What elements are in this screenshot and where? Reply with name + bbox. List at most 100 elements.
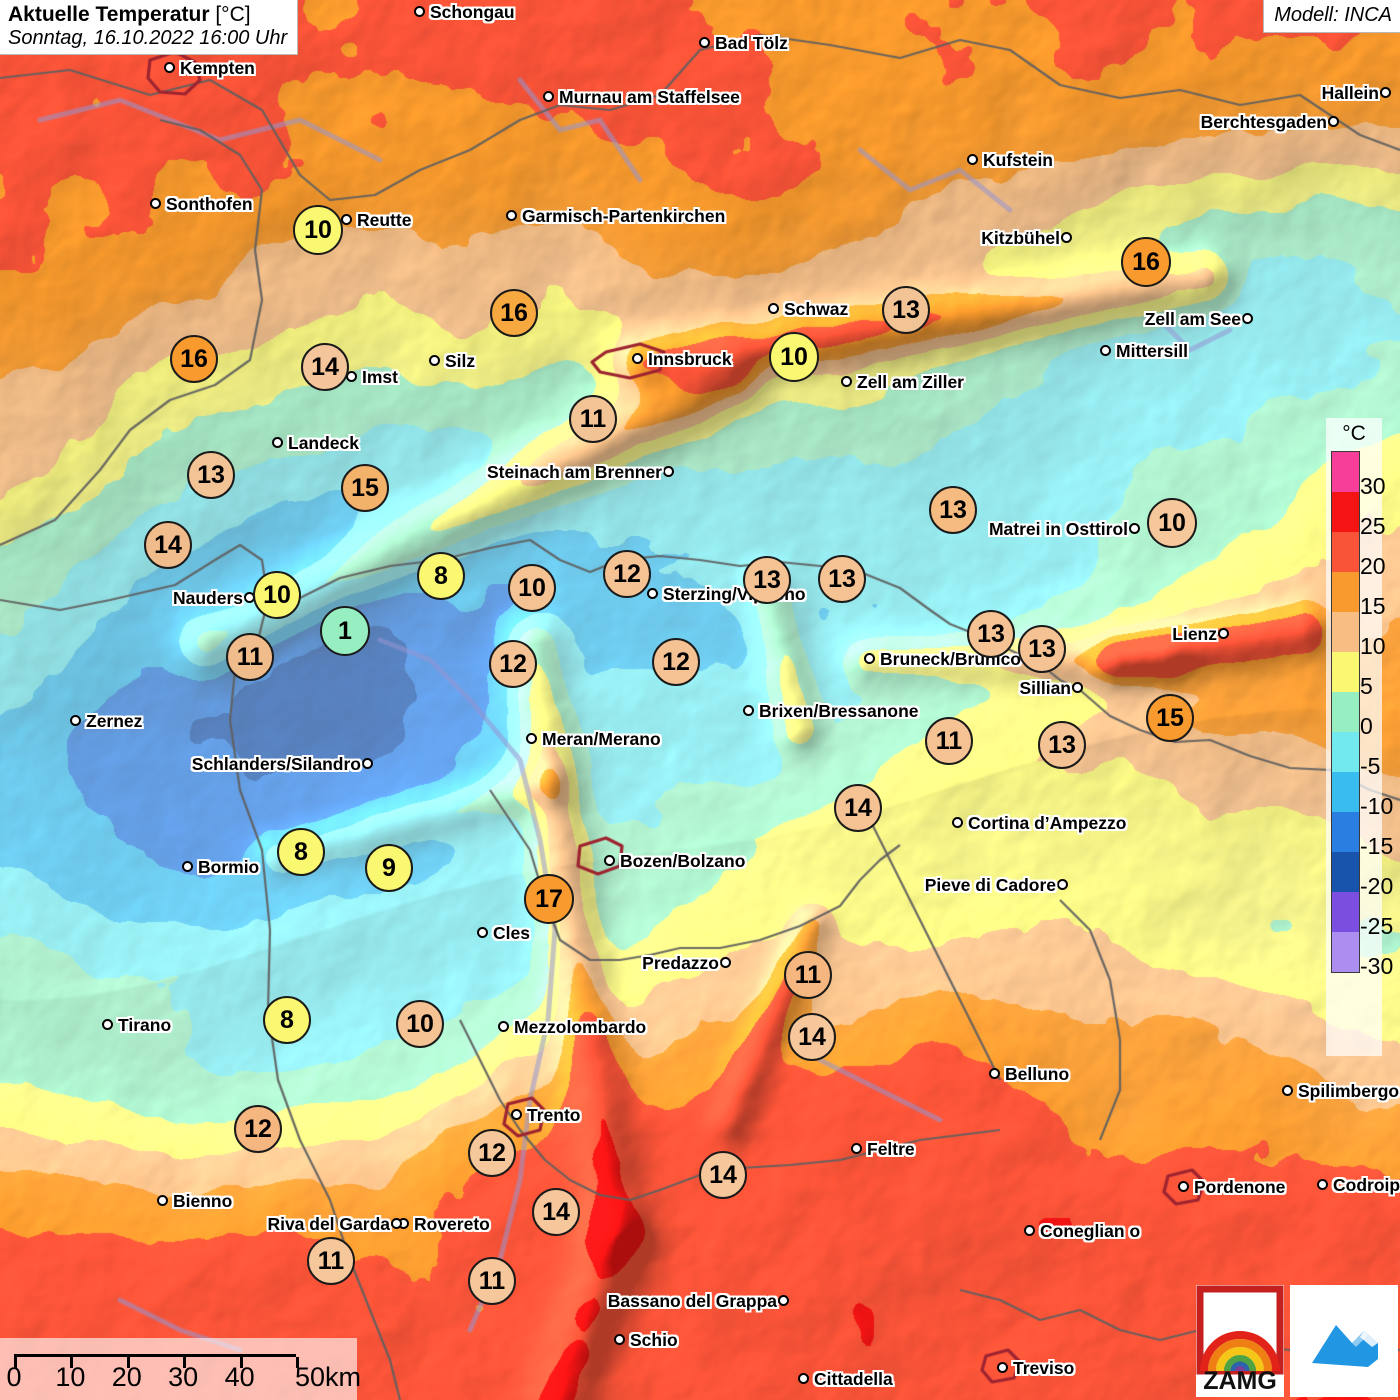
temperature-station-marker[interactable]: 8 (263, 996, 311, 1044)
temperature-station-marker[interactable]: 13 (967, 610, 1015, 658)
temperature-station-marker[interactable]: 13 (818, 555, 866, 603)
city-label: Rovereto (414, 1214, 490, 1234)
scale-bar-tick (296, 1357, 299, 1368)
city-label: Berchtesgaden (1200, 112, 1327, 132)
city-dot-icon (1218, 628, 1229, 639)
legend-band--30 (1332, 932, 1359, 972)
temperature-station-marker[interactable]: 11 (226, 633, 274, 681)
city-label: Silz (445, 351, 476, 371)
legend-colorbar (1331, 451, 1360, 973)
legend-band-0 (1332, 692, 1359, 732)
city-label: Reutte (357, 210, 412, 230)
temperature-station-marker[interactable]: 11 (784, 951, 832, 999)
temperature-station-marker[interactable]: 12 (234, 1105, 282, 1153)
temperature-station-marker[interactable]: 14 (301, 343, 349, 391)
zamg-wordmark: ZAMG (1203, 1367, 1277, 1395)
city-label: Riva del Garda (267, 1214, 390, 1234)
city-label: Predazzo (642, 953, 719, 973)
city-dot-icon (1328, 116, 1339, 127)
city-label: Landeck (288, 433, 359, 453)
temperature-station-marker[interactable]: 12 (603, 550, 651, 598)
temperature-station-marker[interactable]: 13 (1038, 721, 1086, 769)
temperature-station-marker[interactable]: 12 (489, 640, 537, 688)
temperature-station-marker[interactable]: 10 (293, 205, 343, 255)
temperature-station-marker[interactable]: 17 (524, 874, 574, 924)
temperature-station-marker[interactable]: 15 (341, 464, 389, 512)
temperature-station-marker[interactable]: 14 (834, 784, 882, 832)
city-label: Tirano (118, 1015, 172, 1035)
city-dot-icon (778, 1295, 789, 1306)
temperature-station-marker[interactable]: 10 (253, 571, 301, 619)
temperature-station-marker[interactable]: 11 (925, 717, 973, 765)
temperature-station-marker[interactable]: 15 (1146, 694, 1194, 742)
legend-tick-label: -10 (1360, 793, 1394, 819)
city-label: Mezzolombardo (514, 1017, 647, 1037)
temperature-station-marker[interactable]: 13 (929, 486, 977, 534)
temperature-station-marker[interactable]: 14 (788, 1013, 836, 1061)
city-dot-icon (699, 37, 710, 48)
scale-bar-tick (14, 1357, 17, 1368)
temperature-station-marker[interactable]: 13 (187, 451, 235, 499)
temperature-station-marker[interactable]: 11 (468, 1257, 516, 1305)
temperature-station-marker[interactable]: 13 (743, 556, 791, 604)
city-label: Zell am See (1144, 309, 1241, 329)
city-dot-icon (1072, 682, 1083, 693)
temperature-station-marker[interactable]: 8 (417, 552, 465, 600)
temperature-station-marker[interactable]: 16 (490, 289, 538, 337)
city-dot-icon (864, 653, 875, 664)
city-label: Steinach am Brenner (486, 462, 662, 482)
city-dot-icon (1129, 523, 1140, 534)
city-dot-icon (647, 588, 658, 599)
temperature-station-marker[interactable]: 16 (170, 335, 218, 383)
legend-tick-label: 15 (1360, 593, 1386, 619)
temperature-station-marker[interactable]: 10 (1147, 498, 1197, 548)
temperature-station-marker[interactable]: 12 (652, 638, 700, 686)
temperature-station-marker[interactable]: 9 (365, 844, 413, 892)
temperature-station-marker[interactable]: 12 (468, 1129, 516, 1177)
temperature-station-marker[interactable]: 13 (1018, 625, 1066, 673)
temperature-station-marker[interactable]: 10 (396, 1000, 444, 1048)
legend-tick-label: -5 (1360, 753, 1381, 779)
temperature-station-marker[interactable]: 1 (320, 606, 370, 656)
city-label: Meran/Merano (542, 729, 661, 749)
city-label: Sillian (1019, 678, 1071, 698)
legend-tick-label: -30 (1360, 953, 1394, 979)
city-dot-icon (1282, 1085, 1293, 1096)
city-dot-icon (341, 214, 352, 225)
temperature-station-marker[interactable]: 10 (508, 564, 556, 612)
zamg-logo: ZAMG (1196, 1285, 1284, 1397)
temperature-station-marker[interactable]: 11 (307, 1237, 355, 1285)
city-label: Bad Tölz (715, 33, 788, 53)
city-label: Treviso (1013, 1358, 1075, 1378)
city-label: Pieve di Cadore (924, 875, 1056, 895)
scale-bar-tick (239, 1357, 243, 1368)
temperature-station-marker[interactable]: 14 (532, 1188, 580, 1236)
temperature-station-marker[interactable]: 13 (882, 286, 930, 334)
city-label: Mittersill (1116, 341, 1188, 361)
city-label: Bassano del Grappa (607, 1291, 777, 1311)
temperature-station-marker[interactable]: 14 (144, 521, 192, 569)
temperature-station-marker[interactable]: 14 (699, 1151, 747, 1199)
legend-band--25 (1332, 892, 1359, 932)
scale-bar-label: 30 (168, 1362, 199, 1392)
temperature-station-marker[interactable]: 8 (277, 828, 325, 876)
city-dot-icon (952, 817, 963, 828)
temperature-station-marker[interactable]: 11 (569, 395, 617, 443)
scale-bar-label: 40 (224, 1362, 255, 1392)
city-dot-icon (967, 154, 978, 165)
city-dot-icon (997, 1362, 1008, 1373)
temperature-station-marker[interactable]: 16 (1121, 237, 1171, 287)
legend-band--15 (1332, 812, 1359, 852)
legend-tick-label: 25 (1360, 513, 1386, 539)
zamg-rainbow-icon (1196, 1285, 1284, 1375)
city-label: Murnau am Staffelsee (559, 87, 740, 107)
temperature-station-marker[interactable]: 10 (769, 332, 819, 382)
legend-band--10 (1332, 772, 1359, 812)
city-label: Kempten (180, 58, 255, 78)
city-label: Cortina d’Ampezzo (968, 813, 1127, 833)
city-label: Bozen/Bolzano (620, 851, 746, 871)
legend-tick-label: 30 (1360, 473, 1386, 499)
city-label: Bormio (198, 857, 260, 877)
title-main: Aktuelle Temperatur (8, 3, 210, 26)
city-label: Trento (527, 1105, 581, 1125)
